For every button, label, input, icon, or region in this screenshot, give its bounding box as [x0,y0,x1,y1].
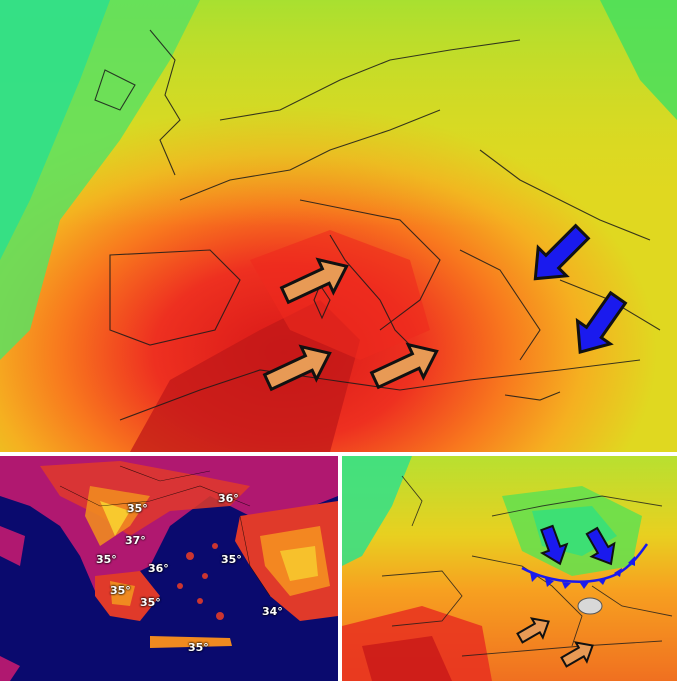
cold-front-triangles [530,556,635,589]
cold-arrow-bosporus [533,223,591,281]
crete [150,636,232,648]
cold-arrow-2 [585,526,616,566]
temp-label-9: 34° [262,605,283,618]
warm-arrow-2 [560,641,594,668]
temp-label-3: 37° [125,534,146,547]
temp-label-1: 36° [218,492,239,505]
temp-label-5: 36° [148,562,169,575]
warm-arrow-tunisia [262,344,332,392]
coastlines [94,29,661,421]
cold-arrow-1 [539,524,569,566]
greece-temperature-map: 36° 35° 37° 35° 36° 35° 35° 35° 34° 35° [0,456,338,681]
europe-heat-map [0,0,677,452]
warm-arrow-1 [516,617,550,644]
temp-label-7: 35° [110,584,131,597]
temp-label-8: 35° [140,596,161,609]
temp-label-10: 35° [188,641,209,654]
low-pressure-symbol [577,597,603,615]
europe-front-map [342,456,677,681]
temp-label-6: 35° [221,553,242,566]
north-africa-hot-zone [130,300,360,452]
cold-front-line [521,543,649,583]
warm-arrow-sardinia [279,257,349,305]
temp-label-2: 35° [127,502,148,515]
temp-label-4: 35° [96,553,117,566]
cold-arrow-aegean [575,290,628,354]
warm-arrow-ionian [369,342,439,390]
